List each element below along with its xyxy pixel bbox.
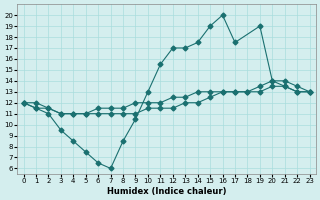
- X-axis label: Humidex (Indice chaleur): Humidex (Indice chaleur): [107, 187, 226, 196]
